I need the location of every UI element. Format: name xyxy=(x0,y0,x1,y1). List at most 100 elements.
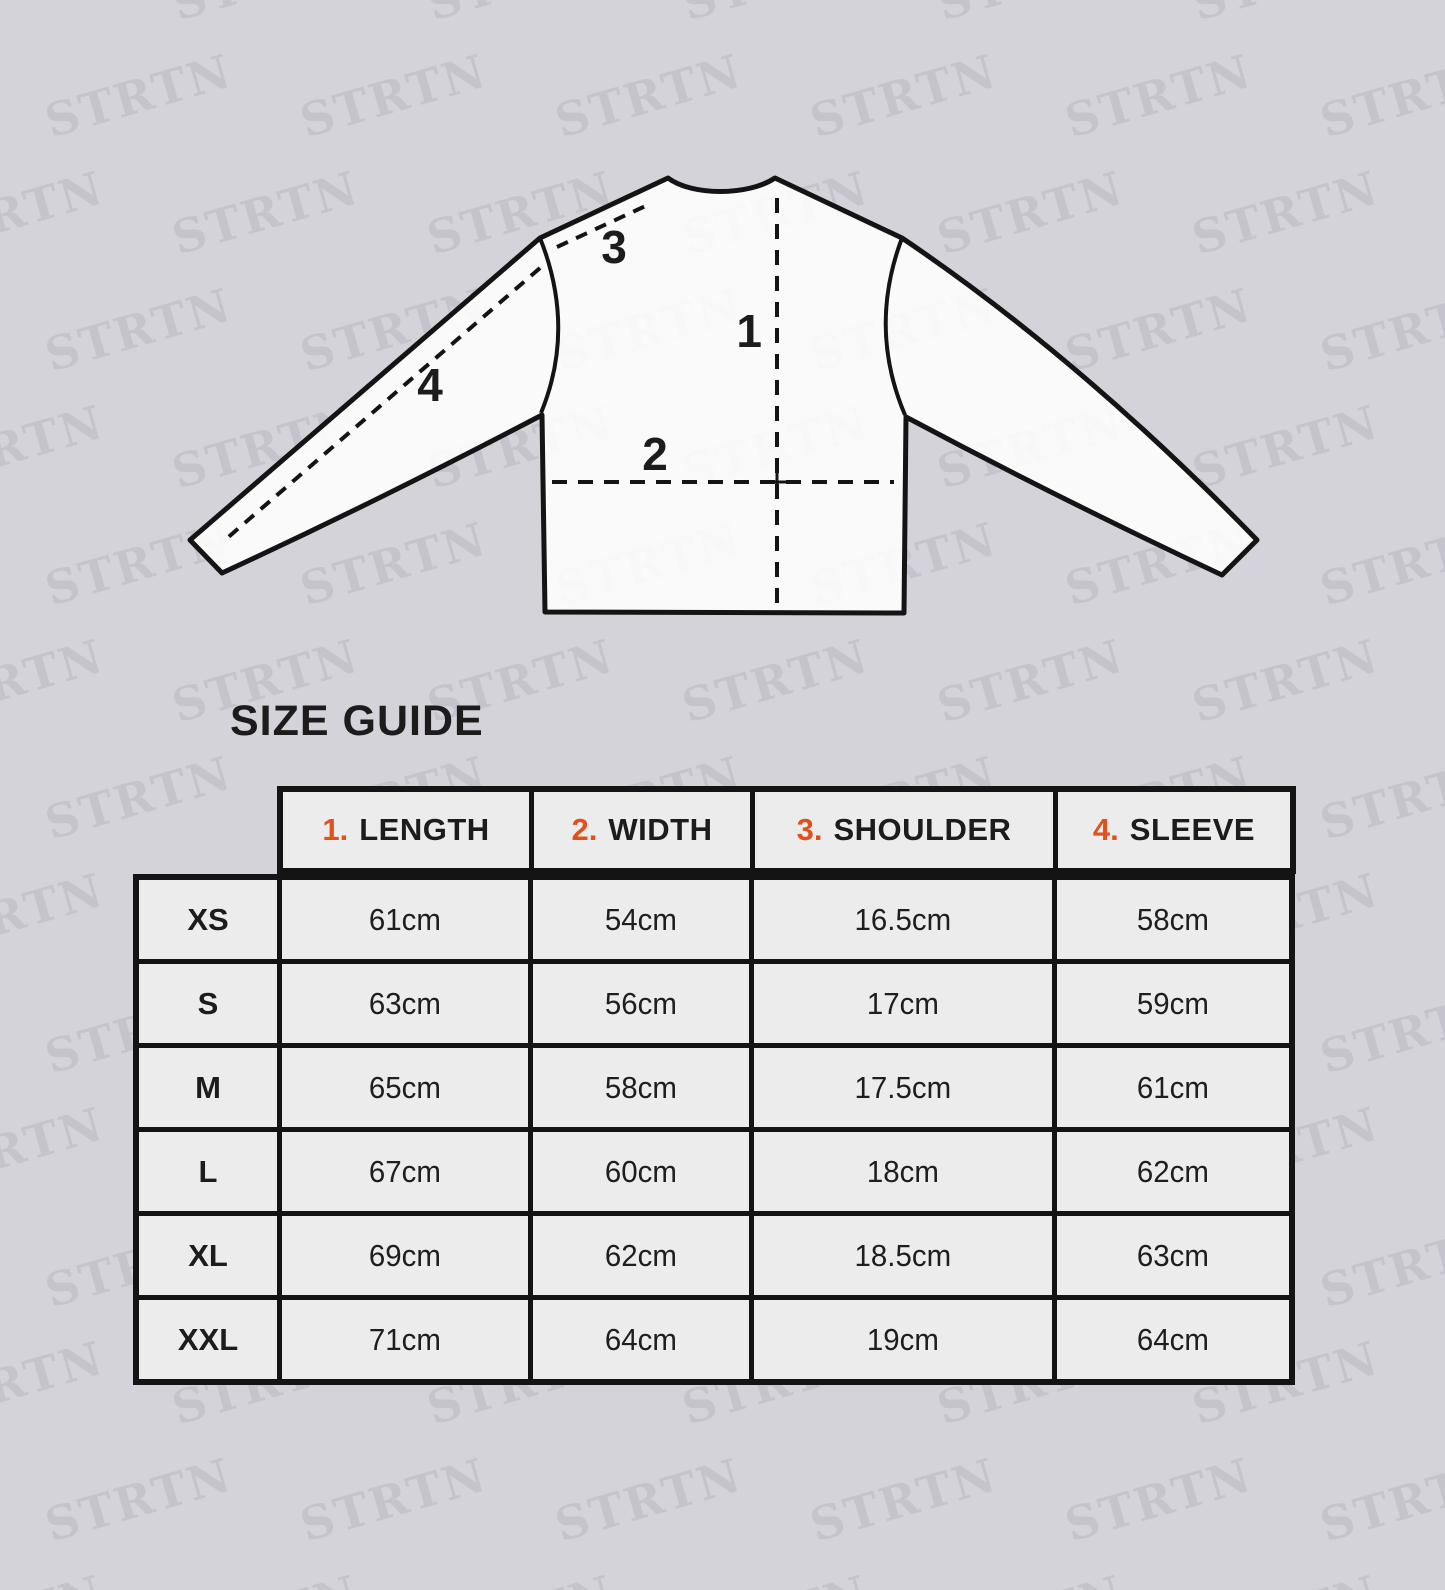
size-table-header: 1. LENGTH 2. WIDTH 3. SHOULDER 4. SLEEVE xyxy=(277,786,1296,874)
measurement-cell: 71cm xyxy=(282,1300,528,1379)
measurement-value: 16.5cm xyxy=(854,901,952,937)
column-label: WIDTH xyxy=(608,812,713,847)
measurement-value: 67cm xyxy=(368,1153,442,1189)
column-number: 4. xyxy=(1092,812,1119,847)
measurement-value: 60cm xyxy=(604,1153,678,1189)
watermark-text: STRTN xyxy=(0,1330,110,1436)
measurement-value: 62cm xyxy=(1136,1153,1210,1189)
measurement-value: 63cm xyxy=(368,985,442,1021)
measurement-value: 17.5cm xyxy=(854,1069,952,1105)
measurement-cell: 64cm xyxy=(1057,1300,1289,1379)
left-armhole-seam xyxy=(538,237,561,414)
watermark-text: STRTN xyxy=(1314,979,1445,1085)
measurement-value: 56cm xyxy=(604,985,678,1021)
measurement-cell: 16.5cm xyxy=(754,880,1052,959)
watermark-text: STRTN xyxy=(1059,1447,1258,1553)
measurement-value: 69cm xyxy=(368,1237,442,1273)
measurement-cell: 60cm xyxy=(533,1132,749,1211)
measurement-value: 65cm xyxy=(368,1069,442,1105)
size-label-xs: XS xyxy=(139,880,277,959)
measurement-cell: 62cm xyxy=(533,1216,749,1295)
measurement-value: 64cm xyxy=(604,1321,678,1357)
measurement-cell: 61cm xyxy=(282,880,528,959)
column-header-length: 1. LENGTH xyxy=(283,792,529,868)
right-armhole-seam xyxy=(883,237,907,416)
column-number: 2. xyxy=(571,812,598,847)
measurement-value: 18.5cm xyxy=(854,1237,952,1273)
watermark-text: STRTN xyxy=(1314,1447,1445,1553)
measurement-cell: 64cm xyxy=(533,1300,749,1379)
measurement-value: 63cm xyxy=(1136,1237,1210,1273)
column-header-width: 2. WIDTH xyxy=(534,792,750,868)
measure-label-shoulder: 3 xyxy=(601,221,627,273)
size-label-xl: XL xyxy=(139,1216,277,1295)
measurement-cell: 63cm xyxy=(1057,1216,1289,1295)
watermark-text: STRTN xyxy=(1441,862,1445,968)
size-label-m: M xyxy=(139,1048,277,1127)
measurement-value: 61cm xyxy=(368,901,442,937)
measurement-cell: 59cm xyxy=(1057,964,1289,1043)
measurement-value: 62cm xyxy=(604,1237,678,1273)
measurement-value: 17cm xyxy=(866,985,940,1021)
size-label-xxl: XXL xyxy=(139,1300,277,1379)
measurement-cell: 58cm xyxy=(1057,880,1289,959)
shoulder-measure-line xyxy=(556,201,653,249)
measurement-cell: 62cm xyxy=(1057,1132,1289,1211)
watermark-text: STRTN xyxy=(0,1565,110,1590)
watermark-text: STRTN xyxy=(804,1447,1003,1553)
measurement-value: 54cm xyxy=(604,901,678,937)
column-header-shoulder: 3. SHOULDER xyxy=(755,792,1053,868)
measure-label-length: 1 xyxy=(736,305,762,357)
measurement-cell: 69cm xyxy=(282,1216,528,1295)
watermark-text: STRTN xyxy=(1314,745,1445,851)
watermark-text: STRTN xyxy=(166,1565,365,1590)
watermark-text: STRTN xyxy=(676,1565,875,1590)
measurement-cell: 63cm xyxy=(282,964,528,1043)
measurement-value: 58cm xyxy=(604,1069,678,1105)
watermark-text: STRTN xyxy=(1441,1565,1445,1590)
watermark-text: STRTN xyxy=(549,1447,748,1553)
measurement-cell: 54cm xyxy=(533,880,749,959)
size-label-s: S xyxy=(139,964,277,1043)
column-number: 3. xyxy=(796,812,823,847)
measurement-cell: 65cm xyxy=(282,1048,528,1127)
watermark-text: STRTN xyxy=(39,1447,238,1553)
watermark-text: STRTN xyxy=(1314,1213,1445,1319)
measurement-cell: 61cm xyxy=(1057,1048,1289,1127)
watermark-text: STRTN xyxy=(294,1447,493,1553)
measurement-cell: 19cm xyxy=(754,1300,1052,1379)
size-label-l: L xyxy=(139,1132,277,1211)
measurement-value: 58cm xyxy=(1136,901,1210,937)
watermark-text: STRTN xyxy=(931,1565,1130,1590)
measurement-cell: 17.5cm xyxy=(754,1048,1052,1127)
watermark-text: STRTN xyxy=(0,1096,110,1202)
measurement-cell: 56cm xyxy=(533,964,749,1043)
shirt-diagram: 1 2 3 4 xyxy=(187,175,1260,616)
watermark-text: STRTN xyxy=(421,1565,620,1590)
measurement-cell: 18cm xyxy=(754,1132,1052,1211)
measurement-value: 64cm xyxy=(1136,1321,1210,1357)
measurement-cell: 18.5cm xyxy=(754,1216,1052,1295)
measurement-cell: 58cm xyxy=(533,1048,749,1127)
measurement-value: 18cm xyxy=(866,1153,940,1189)
measurement-value: 61cm xyxy=(1136,1069,1210,1105)
measurement-value: 71cm xyxy=(368,1321,442,1357)
column-label: SLEEVE xyxy=(1129,812,1256,847)
page-title: SIZE GUIDE xyxy=(230,697,484,745)
watermark-text: STRTN xyxy=(1441,1330,1445,1436)
measurement-cell: 67cm xyxy=(282,1132,528,1211)
shirt-outline xyxy=(187,175,1260,616)
watermark-text: STRTN xyxy=(39,745,238,851)
column-header-sleeve: 4. SLEEVE xyxy=(1058,792,1290,868)
size-table-body: XS 61cm 54cm 16.5cm 58cm S 63cm 56cm 17cm 59cm M 65… xyxy=(133,874,1295,1385)
sleeve-measure-line xyxy=(223,266,542,542)
column-number: 1. xyxy=(322,812,349,847)
measure-label-sleeve: 4 xyxy=(417,359,443,411)
watermark-text: STRTN xyxy=(1186,1565,1385,1590)
measurement-value: 59cm xyxy=(1136,985,1210,1021)
measure-label-width: 2 xyxy=(642,428,668,480)
measurement-value: 19cm xyxy=(866,1321,940,1357)
watermark-text: STRTN xyxy=(1441,1096,1445,1202)
measurement-cell: 17cm xyxy=(754,964,1052,1043)
